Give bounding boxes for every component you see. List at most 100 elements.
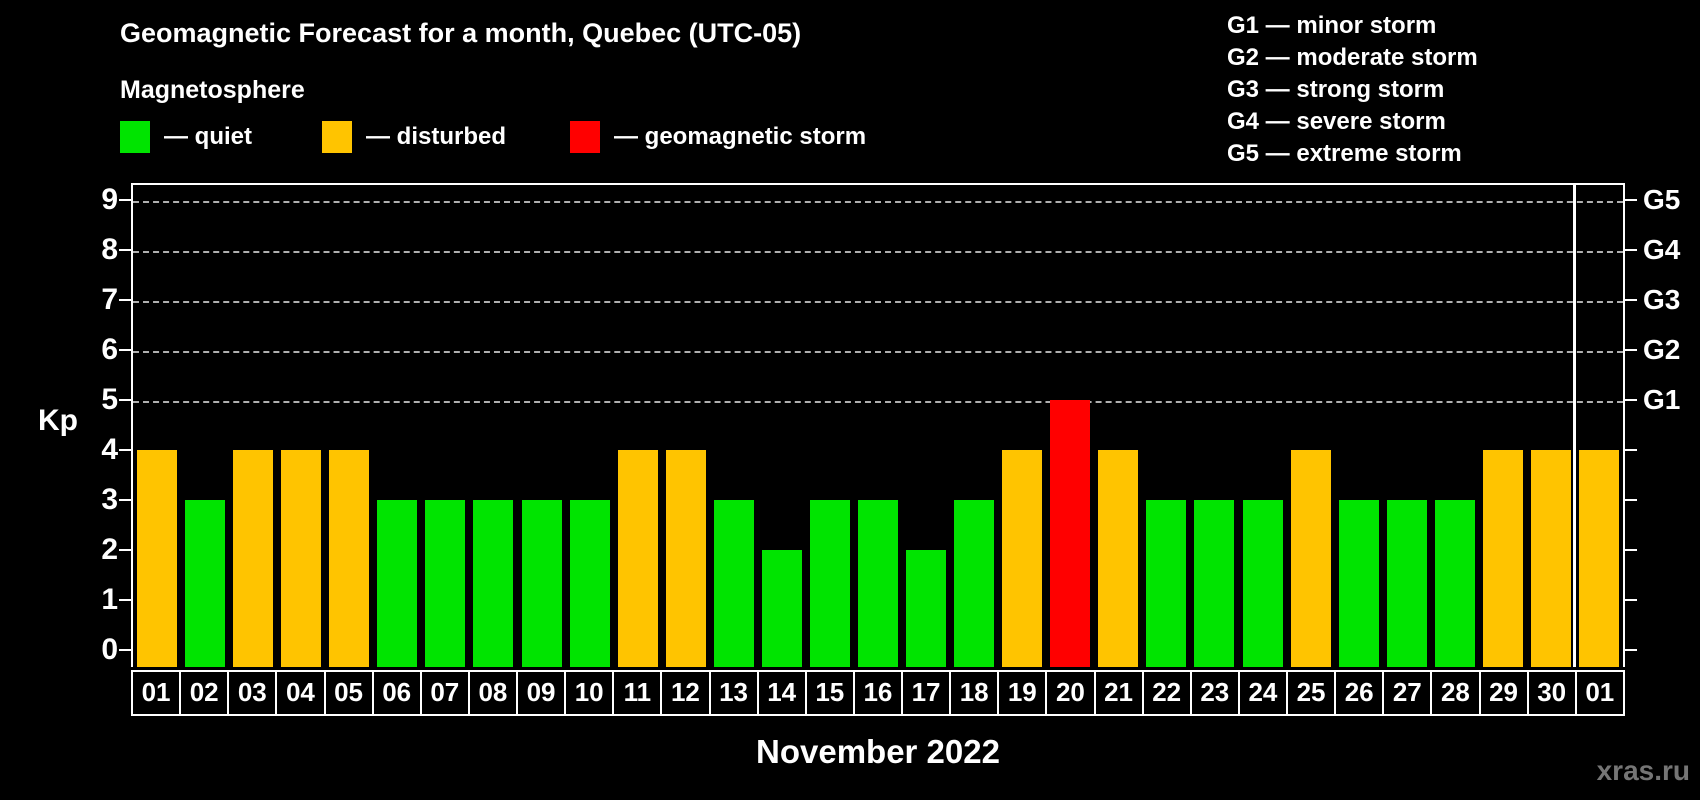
- g-legend-line-1: G1 — minor storm: [1227, 12, 1437, 39]
- day-cell-24: 24: [1237, 670, 1288, 716]
- kp-bar-day-14: [761, 550, 802, 667]
- g-level-label-g3: G3: [1643, 284, 1681, 315]
- left-tick-8: [119, 249, 131, 251]
- kp-bar-day-07: [425, 500, 466, 667]
- gridline-g5: [133, 201, 1623, 203]
- left-tick-9: [119, 199, 131, 201]
- kp-bar-day-04: [281, 450, 322, 667]
- day-cell-4: 04: [275, 670, 326, 716]
- day-cell-3: 03: [227, 670, 278, 716]
- month-separator-line: [1573, 185, 1577, 667]
- right-tick-5: [1625, 399, 1637, 401]
- kp-bar-day-23: [1194, 500, 1235, 667]
- g-legend-line-3: G3 — strong storm: [1227, 76, 1445, 103]
- kp-bar-day-01: [1578, 450, 1619, 667]
- day-cell-8: 08: [467, 670, 518, 716]
- day-cell-11: 11: [612, 670, 663, 716]
- day-cell-12: 12: [660, 670, 711, 716]
- day-cell-17: 17: [901, 670, 952, 716]
- y-tick-label-8: 8: [101, 233, 118, 266]
- day-cell-19: 19: [997, 670, 1048, 716]
- y-tick-label-1: 1: [101, 583, 118, 616]
- y-axis-title: Kp: [38, 404, 78, 437]
- plot-canvas: [133, 185, 1623, 667]
- g-legend-line-2: G2 — moderate storm: [1227, 44, 1478, 71]
- left-tick-6: [119, 349, 131, 351]
- kp-bar-day-16: [858, 500, 898, 667]
- watermark: xras.ru: [1596, 755, 1690, 786]
- kp-bar-day-12: [665, 450, 706, 667]
- day-cell-13: 13: [708, 670, 759, 716]
- day-cell-30: 30: [1526, 670, 1577, 716]
- month-label: November 2022: [756, 733, 1000, 770]
- day-cell-2: 02: [179, 670, 230, 716]
- y-tick-label-2: 2: [101, 533, 118, 566]
- day-cell-18: 18: [949, 670, 1000, 716]
- chart-title: Geomagnetic Forecast for a month, Quebec…: [120, 18, 802, 48]
- gridline-g4: [133, 251, 1623, 253]
- x-axis-day-labels: 01 02 03 04 05 06 07 08 09 10 11 12 13 14 15 16 17 18 19 20…: [131, 670, 1625, 716]
- kp-bar-day-17: [906, 550, 947, 667]
- kp-bar-day-08: [473, 500, 514, 667]
- g-scale-legend: G1 — minor storm G2 — moderate storm G3 — …: [1227, 10, 1478, 170]
- kp-bar-day-20: [1050, 400, 1091, 667]
- kp-bar-day-27: [1386, 500, 1427, 667]
- left-tick-7: [119, 299, 131, 301]
- magnetosphere-label: Magnetosphere: [120, 76, 305, 104]
- right-tick-0: [1625, 649, 1637, 651]
- legend-item-storm: — geomagnetic storm: [570, 120, 866, 154]
- day-cell-5: 05: [323, 670, 374, 716]
- day-cell-26: 26: [1334, 670, 1385, 716]
- kp-bar-day-21: [1098, 450, 1139, 667]
- day-cell-9: 09: [516, 670, 567, 716]
- left-tick-2: [119, 549, 131, 551]
- legend-item-quiet: — quiet: [120, 120, 252, 154]
- kp-bar-day-09: [521, 500, 562, 667]
- day-cell-27: 27: [1382, 670, 1433, 716]
- kp-bar-day-01: [137, 450, 178, 667]
- day-cell-20: 20: [1045, 670, 1096, 716]
- day-cell-28: 28: [1430, 670, 1481, 716]
- day-cell-6: 06: [371, 670, 422, 716]
- day-cell-23: 23: [1189, 670, 1240, 716]
- right-tick-9: [1625, 199, 1637, 201]
- gridline-g1: [133, 401, 1623, 403]
- day-cell-31: 01: [1574, 670, 1625, 716]
- kp-bar-day-25: [1290, 450, 1331, 667]
- kp-bar-day-03: [233, 450, 274, 667]
- kp-bar-day-29: [1482, 450, 1523, 667]
- g-level-label-g1: G1: [1643, 384, 1681, 415]
- day-cell-14: 14: [756, 670, 807, 716]
- gridline-g2: [133, 351, 1623, 353]
- disturbed-swatch-icon: [322, 121, 352, 153]
- kp-bar-day-19: [1002, 450, 1043, 667]
- right-tick-3: [1625, 499, 1637, 501]
- gridline-g3: [133, 301, 1623, 303]
- kp-bar-day-05: [329, 450, 370, 667]
- g-legend-line-4: G4 — severe storm: [1227, 108, 1446, 135]
- day-cell-10: 10: [564, 670, 615, 716]
- day-cell-22: 22: [1141, 670, 1192, 716]
- kp-bar-day-18: [954, 500, 995, 667]
- legend-label-disturbed: — disturbed: [366, 123, 507, 150]
- quiet-swatch-icon: [120, 121, 150, 153]
- kp-bar-day-10: [569, 500, 610, 667]
- left-tick-5: [119, 399, 131, 401]
- left-tick-4: [119, 449, 131, 451]
- g-level-label-g4: G4: [1643, 234, 1681, 265]
- g-legend-line-5: G5 — extreme storm: [1227, 140, 1462, 167]
- day-cell-16: 16: [852, 670, 903, 716]
- g-level-label-g5: G5: [1643, 184, 1681, 215]
- kp-bar-day-13: [713, 500, 754, 667]
- kp-bar-day-24: [1242, 500, 1283, 667]
- y-tick-label-9: 9: [101, 183, 118, 216]
- kp-bar-day-30: [1530, 450, 1571, 667]
- right-tick-8: [1625, 249, 1637, 251]
- day-cell-25: 25: [1286, 670, 1337, 716]
- left-tick-0: [119, 649, 131, 651]
- plot-area: [131, 183, 1625, 667]
- day-cell-21: 21: [1093, 670, 1144, 716]
- kp-bar-day-06: [377, 500, 418, 667]
- right-tick-7: [1625, 299, 1637, 301]
- right-tick-6: [1625, 349, 1637, 351]
